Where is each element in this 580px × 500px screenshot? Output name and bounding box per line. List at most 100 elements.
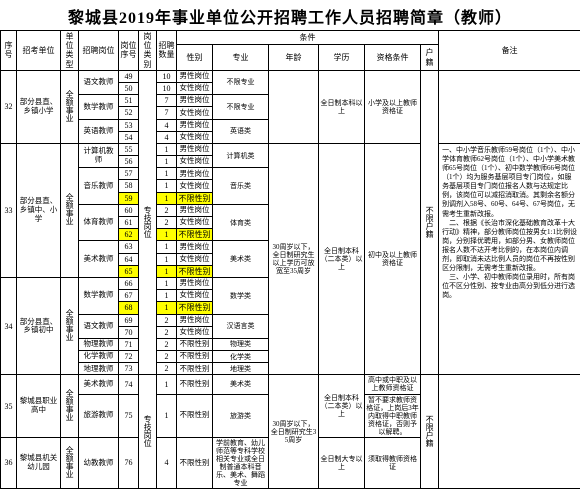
cell-unittype: 全额事业 xyxy=(61,143,79,277)
cell-gender: 不限性别 xyxy=(177,192,213,204)
cell-age: 30周岁以下，全日制研究生以上学历可放宽至35周岁 xyxy=(269,143,319,375)
cell-age xyxy=(269,70,319,143)
cell-count: 4 xyxy=(157,437,177,488)
cell-postseq: 72 xyxy=(119,351,139,363)
cell-postseq: 60 xyxy=(119,204,139,216)
cell-postseq: 58 xyxy=(119,180,139,192)
cell-postseq: 61 xyxy=(119,217,139,229)
cell-postseq: 73 xyxy=(119,363,139,375)
cell-gender: 女性岗位 xyxy=(177,180,213,192)
cell-count: 2 xyxy=(157,314,177,326)
cell-count: 2 xyxy=(157,326,177,338)
cell-gender: 不限性别 xyxy=(177,375,213,394)
cell-gender: 男性岗位 xyxy=(177,204,213,216)
cell-postseq: 50 xyxy=(119,82,139,94)
cell-unit: 部分县直、乡镇初中 xyxy=(17,277,61,375)
cell-edu: 全日制本科（二本类）以上 xyxy=(319,375,365,437)
cell-gender: 女性岗位 xyxy=(177,82,213,94)
cell-postseq: 76 xyxy=(119,437,139,488)
th-edu: 学历 xyxy=(319,45,365,70)
cell-major: 美术类 xyxy=(213,241,269,278)
th-posttype: 岗位类别 xyxy=(139,31,157,71)
cell-major: 英语类 xyxy=(213,119,269,143)
cell-remark: 一、中小学音乐教师59号岗位（1个）、中小学体育教师62号岗位（1个）、中小学美… xyxy=(439,143,580,375)
cell-gender: 女性岗位 xyxy=(177,326,213,338)
cell-edu: 全日制本科（二本类）以上 xyxy=(319,143,365,375)
cell-remark xyxy=(439,375,580,489)
cell-count: 2 xyxy=(157,351,177,363)
th-unittype: 单位类型 xyxy=(61,31,79,71)
cell-unittype: 全额事业 xyxy=(61,277,79,375)
cell-posttype: 专技岗位 xyxy=(139,70,157,375)
cell-count: 1 xyxy=(157,265,177,277)
th-qual: 资格条件 xyxy=(365,45,421,70)
cell-postseq: 49 xyxy=(119,70,139,82)
cell-postseq: 51 xyxy=(119,95,139,107)
th-age: 年龄 xyxy=(269,45,319,70)
cell-postseq: 57 xyxy=(119,168,139,180)
cell-postseq: 62 xyxy=(119,229,139,241)
cell-count: 2 xyxy=(157,217,177,229)
cell-qual: 暂不要求教师资格证，上岗后3年内取得中职教师资格证，否则予以解聘。 xyxy=(365,394,421,437)
cell-seq: 32 xyxy=(1,70,17,143)
cell-edu: 全日制大专以上 xyxy=(319,437,365,488)
th-cond: 条件 xyxy=(177,31,439,45)
cell-huji: 不限户籍 xyxy=(421,375,439,489)
cell-gender: 男性岗位 xyxy=(177,143,213,155)
cell-count: 4 xyxy=(157,119,177,131)
th-remark: 备注 xyxy=(439,31,580,71)
recruitment-table: 序号 招考单位 单位类型 招聘岗位 岗位序号 岗位类别 招聘数量 条件 备注 性… xyxy=(0,30,580,489)
cell-postseq: 66 xyxy=(119,277,139,289)
cell-major: 美术类 xyxy=(213,375,269,394)
cell-count: 1 xyxy=(157,180,177,192)
cell-post: 体育教师 xyxy=(79,204,119,241)
cell-count: 1 xyxy=(157,277,177,289)
cell-gender: 男性岗位 xyxy=(177,168,213,180)
cell-count: 7 xyxy=(157,107,177,119)
cell-post: 地理教师 xyxy=(79,363,119,375)
cell-count: 1 xyxy=(157,168,177,180)
cell-gender: 不限性别 xyxy=(177,394,213,437)
cell-postseq: 63 xyxy=(119,241,139,253)
cell-major: 不限专业 xyxy=(213,95,269,119)
cell-gender: 女性岗位 xyxy=(177,156,213,168)
cell-age: 30周岁以下，全日制研究生35周岁 xyxy=(269,375,319,489)
cell-remark xyxy=(439,70,580,143)
cell-postseq: 64 xyxy=(119,253,139,265)
cell-gender: 男性岗位 xyxy=(177,70,213,82)
cell-gender: 女性岗位 xyxy=(177,107,213,119)
cell-posttype: 专技岗位 xyxy=(139,375,157,489)
cell-postseq: 71 xyxy=(119,338,139,350)
cell-post: 英语教师 xyxy=(79,119,119,143)
cell-post: 美术教师 xyxy=(79,241,119,278)
cell-gender: 男性岗位 xyxy=(177,95,213,107)
th-post: 招聘岗位 xyxy=(79,31,119,71)
cell-gender: 女性岗位 xyxy=(177,253,213,265)
cell-unit: 黎城县职业高中 xyxy=(17,375,61,437)
cell-major: 学前教育、幼儿师范等专科学校相关专业或全日制普通本科音乐、美术、舞蹈专业 xyxy=(213,437,269,488)
cell-qual: 须取得教师资格证 xyxy=(365,437,421,488)
cell-gender: 不限性别 xyxy=(177,265,213,277)
cell-huji: 不限户籍 xyxy=(421,70,439,375)
cell-count: 1 xyxy=(157,192,177,204)
cell-gender: 女性岗位 xyxy=(177,131,213,143)
cell-unit: 黎城县机关幼儿园 xyxy=(17,437,61,488)
cell-major: 音乐类 xyxy=(213,168,269,205)
cell-count: 2 xyxy=(157,363,177,375)
cell-major: 不限专业 xyxy=(213,70,269,94)
cell-post: 旅游教师 xyxy=(79,394,119,437)
cell-postseq: 74 xyxy=(119,375,139,394)
cell-post: 音乐教师 xyxy=(79,168,119,205)
page-title: 黎城县2019年事业单位公开招聘工作人员招聘简章（教师） xyxy=(0,0,580,30)
cell-post: 美术教师 xyxy=(79,375,119,394)
cell-postseq: 52 xyxy=(119,107,139,119)
cell-unittype: 全额事业 xyxy=(61,70,79,143)
cell-seq: 35 xyxy=(1,375,17,437)
cell-gender: 女性岗位 xyxy=(177,217,213,229)
cell-gender: 不限性别 xyxy=(177,338,213,350)
cell-seq: 36 xyxy=(1,437,17,488)
cell-qual: 高中或中职及以上教师资格证 xyxy=(365,375,421,394)
th-gender: 性别 xyxy=(177,45,213,70)
cell-major: 物理类 xyxy=(213,338,269,350)
cell-postseq: 56 xyxy=(119,156,139,168)
